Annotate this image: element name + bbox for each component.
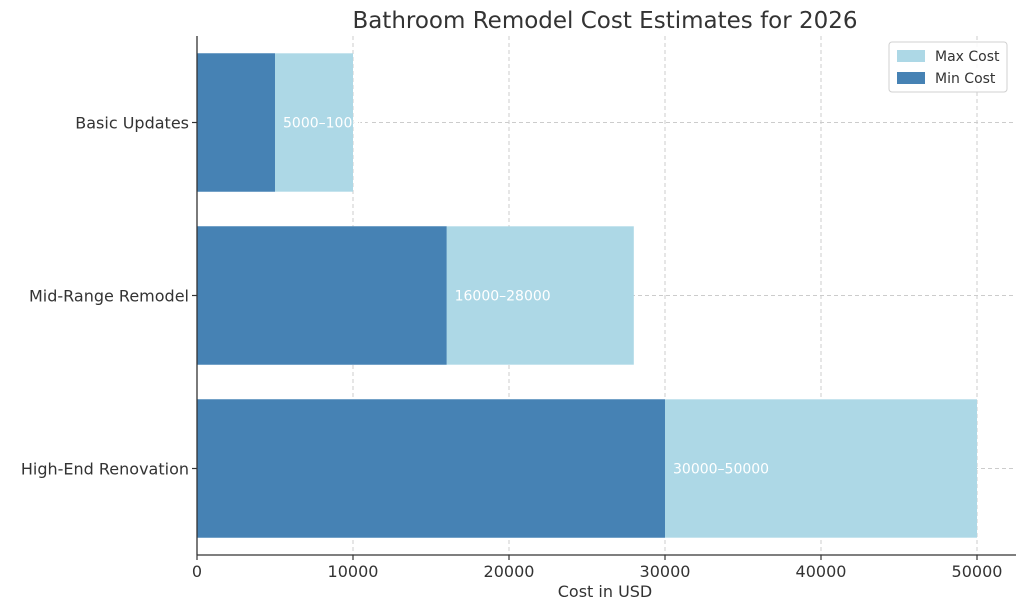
x-tick-label: 20000 [484, 562, 535, 581]
bar-min-cost [197, 53, 275, 192]
legend-label: Max Cost [935, 49, 1000, 65]
legend-label: Min Cost [935, 71, 996, 87]
chart-title: Bathroom Remodel Cost Estimates for 2026 [352, 8, 857, 34]
x-tick-label: 30000 [640, 562, 691, 581]
x-tick-label: 40000 [796, 562, 847, 581]
legend: Max Cost Min Cost [888, 41, 1008, 93]
bar-min-cost [197, 399, 665, 538]
x-axis-label: Cost in USD [558, 582, 653, 601]
x-tick-label: 10000 [328, 562, 379, 581]
bar-data-label: 30000–50000 [673, 462, 769, 478]
legend-swatch [897, 50, 925, 62]
y-tick-label: Basic Updates [75, 114, 189, 133]
legend-swatch [897, 72, 925, 84]
bars [197, 53, 977, 538]
tick-labels: 0 10000 20000 30000 40000 50000 High-End Renov… [21, 114, 1003, 582]
bar-data-label: 16000–28000 [455, 289, 551, 305]
bar-data-label: 5000–10000 [283, 116, 370, 132]
bar-data-labels: 30000–50000 16000–28000 5000–10000 [283, 116, 769, 478]
y-tick-label: High-End Renovation [21, 460, 189, 479]
bar-min-cost [197, 226, 447, 365]
x-tick-label: 0 [192, 562, 202, 581]
y-tick-label: Mid-Range Remodel [29, 287, 189, 306]
x-tick-label: 50000 [952, 562, 1003, 581]
